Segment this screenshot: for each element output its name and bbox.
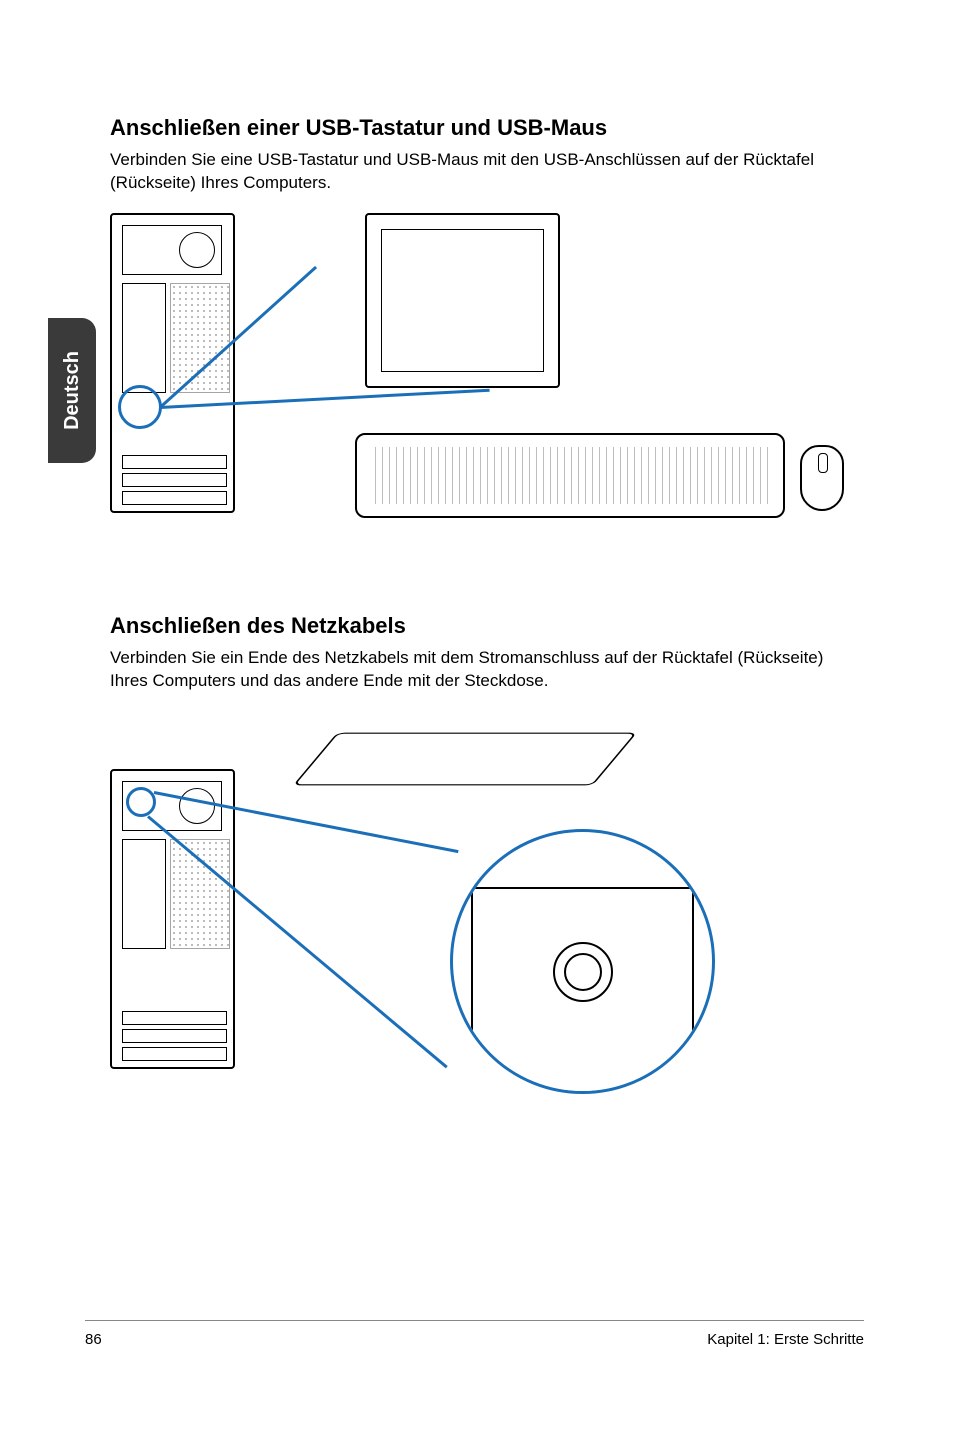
pc-tower-rear-icon [110,213,235,513]
zoom-source-circle-icon [126,787,156,817]
page-footer: 86 Kapitel 1: Erste Schritte [85,1320,864,1348]
expansion-slot-icon [122,491,227,505]
section-usb-body: Verbinden Sie eine USB-Tastatur und USB-… [110,149,864,195]
usb-ports-zoom-icon [365,213,560,388]
page-content: Anschließen einer USB-Tastatur und USB-M… [0,0,954,1081]
keyboard-icon [355,433,785,518]
psu-fan-icon [179,788,215,824]
diagram-usb-connection [110,213,850,553]
language-side-tab-label: Deutsch [61,351,84,430]
language-side-tab: Deutsch [48,318,96,463]
vents-icon [170,839,230,949]
vents-icon [170,283,230,393]
power-port-icon [553,942,613,1002]
section-power: Anschließen des Netzkabels Verbinden Sie… [110,613,864,1081]
expansion-slot-icon [122,1029,227,1043]
page-number: 86 [85,1331,102,1348]
mouse-icon [800,445,844,511]
psu-icon [122,225,222,275]
section-power-body: Verbinden Sie ein Ende des Netzkabels mi… [110,647,864,693]
section-usb-heading: Anschließen einer USB-Tastatur und USB-M… [110,115,864,141]
pc-tower-rear-icon [110,769,235,1069]
psu-fan-icon [179,232,215,268]
diagram-power-connection [110,711,850,1081]
expansion-slot-icon [122,1011,227,1025]
section-power-heading: Anschließen des Netzkabels [110,613,864,639]
expansion-slot-icon [122,455,227,469]
expansion-slot-icon [122,473,227,487]
power-port-zoom-icon [450,829,715,1094]
zoom-source-circle-icon [118,385,162,429]
chapter-label: Kapitel 1: Erste Schritte [707,1331,864,1348]
power-strip-icon [293,732,637,785]
expansion-slot-icon [122,1047,227,1061]
ioplate-icon [122,283,166,393]
ioplate-icon [122,839,166,949]
keyboard-keys-icon [369,447,771,504]
section-usb: Anschließen einer USB-Tastatur und USB-M… [110,115,864,553]
